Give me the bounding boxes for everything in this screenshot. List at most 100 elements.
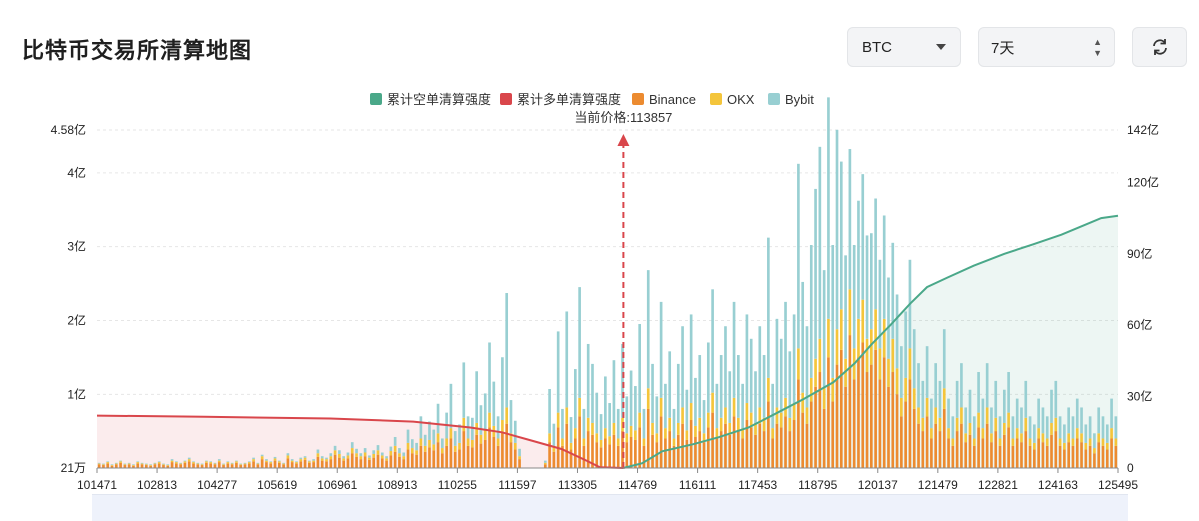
bar-okx [904, 377, 907, 402]
bar-okx [930, 428, 933, 439]
bar-bybit [368, 455, 371, 458]
bar-binance [235, 462, 238, 468]
bar-binance [217, 462, 221, 468]
bar-binance [243, 464, 247, 468]
bar-binance [342, 460, 345, 468]
bar-okx [925, 397, 929, 417]
bar-okx [1050, 422, 1053, 435]
bar-bybit [968, 389, 972, 423]
bar-okx [222, 464, 225, 466]
bar-binance [1041, 442, 1045, 468]
range-select[interactable]: 7天 ▲ ▼ [978, 27, 1115, 67]
bar-binance [964, 442, 968, 468]
bar-bybit [1067, 407, 1070, 434]
bar-okx [1045, 438, 1049, 446]
bar-binance [252, 461, 255, 468]
bar-okx [891, 338, 895, 373]
bar-bybit [912, 329, 916, 389]
x-tick-label: 122821 [978, 478, 1018, 492]
bar-okx [822, 388, 826, 409]
bar-okx [1024, 417, 1028, 432]
bar-binance [273, 460, 277, 468]
bar-binance [797, 379, 800, 468]
coin-select[interactable]: BTC [847, 27, 961, 67]
bar-binance [767, 401, 770, 468]
bar-okx [205, 461, 208, 463]
bar-binance [359, 459, 363, 468]
bar-okx [818, 338, 822, 373]
bar-okx [1080, 433, 1083, 443]
bar-bybit [136, 461, 140, 463]
bar-binance [908, 379, 912, 468]
bar-bybit [689, 314, 693, 404]
cumulative-lines [96, 214, 1119, 469]
bar-okx [638, 412, 641, 428]
bar-bybit [797, 163, 800, 349]
bar-binance [355, 456, 358, 468]
bar-bybit [483, 393, 487, 431]
x-tick-label: 114769 [618, 478, 657, 492]
bar-binance [612, 434, 616, 468]
exchange-bars [97, 97, 1118, 468]
bar-bybit [260, 454, 264, 457]
bar-bybit [745, 314, 749, 404]
bar-bybit [711, 289, 714, 393]
bar-binance [930, 438, 933, 468]
bar-okx [788, 417, 792, 432]
bar-bybit [312, 459, 315, 461]
bar-binance [604, 438, 607, 468]
bar-okx [316, 453, 320, 457]
bar-bybit [505, 293, 509, 408]
range-slider[interactable] [92, 494, 1128, 521]
bar-binance [1058, 445, 1062, 468]
y-right-tick-label: 90亿 [1127, 246, 1152, 261]
bar-bybit [938, 380, 942, 418]
bar-binance [226, 463, 230, 468]
bar-binance [1101, 445, 1105, 468]
bar-okx [754, 422, 757, 435]
bar-bybit [578, 287, 581, 398]
bar-binance [230, 464, 234, 468]
bar-okx [942, 388, 946, 409]
bar-binance [466, 445, 470, 468]
bar-binance [445, 445, 448, 468]
bar-okx [175, 462, 178, 464]
bar-binance [393, 451, 397, 468]
bar-binance [170, 462, 174, 468]
bar-bybit [543, 460, 547, 463]
bar-okx [672, 438, 676, 446]
x-tick-label: 125495 [1098, 478, 1138, 492]
bar-binance [672, 445, 676, 468]
bar-bybit [389, 446, 393, 452]
bar-okx [1037, 428, 1040, 439]
bar-okx [355, 453, 358, 457]
refresh-button[interactable] [1132, 27, 1187, 67]
chevron-down-icon [936, 44, 946, 50]
bar-binance [505, 423, 509, 468]
bar-okx [162, 464, 165, 466]
bar-bybit [758, 326, 762, 408]
bar-bybit [556, 331, 560, 413]
bar-bybit [153, 462, 157, 464]
bar-okx [196, 463, 200, 465]
bar-binance [788, 431, 792, 468]
bar-bybit [985, 363, 989, 408]
bar-bybit [269, 461, 273, 463]
bar-okx [972, 438, 976, 446]
bar-bybit [496, 416, 500, 439]
bar-okx [1110, 428, 1113, 439]
bar-okx [586, 417, 590, 432]
bar-bybit [784, 301, 787, 398]
bar-binance [586, 431, 590, 468]
bar-binance [110, 465, 114, 468]
bar-okx [1011, 438, 1015, 446]
bar-okx [102, 464, 105, 466]
bar-binance [286, 458, 290, 468]
bar-bybit [1033, 424, 1036, 443]
bar-okx [145, 464, 148, 466]
bar-bybit [458, 424, 461, 443]
bar-okx [368, 457, 371, 460]
bar-bybit [805, 326, 809, 408]
bar-binance [917, 423, 920, 468]
bar-bybit [865, 235, 869, 339]
